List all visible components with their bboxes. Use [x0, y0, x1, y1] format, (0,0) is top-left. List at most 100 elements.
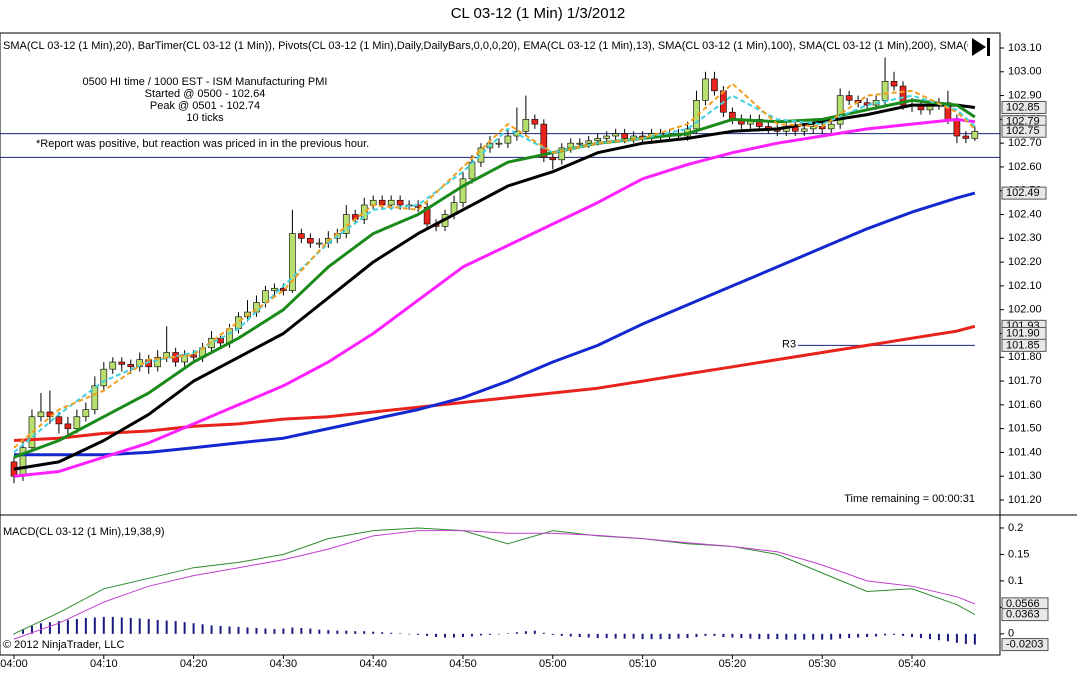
histogram-bar	[830, 633, 833, 640]
histogram-bar	[309, 628, 312, 634]
x-tick-label: 05:20	[719, 658, 747, 670]
histogram-bar	[372, 631, 375, 634]
histogram-bar	[354, 631, 357, 634]
indicator-line	[13, 82, 976, 449]
histogram-bar	[893, 633, 896, 635]
histogram-bar	[21, 629, 24, 634]
histogram-bar	[794, 633, 797, 640]
y-tick-label: 102.00	[1008, 304, 1042, 316]
histogram-bar	[488, 633, 491, 635]
histogram-bar	[964, 633, 967, 644]
y-tick-label: 101.70	[1008, 375, 1042, 387]
histogram-bar	[408, 633, 411, 635]
histogram-bar	[291, 627, 294, 634]
y-tick-label: 102.70	[1008, 137, 1042, 149]
histogram-bar	[695, 633, 698, 638]
x-tick-label: 04:10	[90, 658, 118, 670]
candle-body	[881, 80, 889, 101]
histogram-bar	[282, 628, 285, 634]
histogram-bar	[928, 633, 931, 640]
indicator-line	[14, 191, 976, 457]
x-tick-label: 04:50	[449, 658, 477, 670]
candle-body	[28, 416, 36, 448]
x-tick-label: 04:30	[270, 658, 298, 670]
histogram-bar	[381, 632, 384, 634]
histogram-bar	[174, 621, 177, 634]
histogram-bar	[273, 629, 276, 634]
candle-body	[800, 128, 808, 132]
candle-body	[962, 135, 970, 139]
candle-body	[307, 238, 314, 244]
histogram-bar	[30, 625, 33, 634]
candle-body	[576, 142, 584, 145]
histogram-bar	[551, 633, 554, 635]
candle-body	[37, 411, 45, 418]
candle-body	[504, 135, 512, 144]
y-tick-label: 102.10	[1008, 280, 1042, 292]
y-tick-label: 101.50	[1008, 423, 1042, 435]
price-marker	[1001, 338, 1047, 352]
histogram-bar	[812, 633, 815, 640]
price-marker	[1001, 186, 1047, 200]
candle-body	[118, 361, 126, 365]
candle-body	[836, 95, 844, 125]
histogram-bar	[704, 633, 707, 636]
histogram-bar	[677, 633, 680, 639]
histogram-bar	[749, 633, 752, 639]
candle-body	[55, 416, 63, 425]
x-tick-label: 04:40	[359, 658, 387, 670]
histogram-bar	[919, 633, 922, 639]
x-tick-label: 05:40	[898, 658, 926, 670]
histogram-bar	[165, 620, 168, 634]
histogram-bar	[426, 633, 429, 636]
candle-body	[809, 126, 817, 130]
bar-timer-icon	[972, 38, 990, 56]
histogram-bar	[57, 621, 60, 634]
histogram-bar	[560, 633, 563, 636]
candle-body	[890, 80, 898, 87]
histogram-bar	[183, 622, 186, 634]
histogram-bar	[866, 633, 869, 638]
histogram-bar	[228, 626, 231, 634]
histogram-bar	[902, 633, 905, 636]
histogram-bar	[129, 617, 132, 634]
candle-body	[594, 138, 602, 142]
candle-body	[612, 133, 619, 137]
histogram-bar	[93, 617, 96, 634]
histogram-bar	[803, 633, 806, 640]
histogram-bar	[479, 633, 482, 636]
y-tick-label: 103.10	[1008, 42, 1042, 54]
chart-title: CL 03-12 (1 Min) 1/3/2012	[451, 5, 626, 22]
note: *Report was positive, but reaction was p…	[36, 138, 369, 150]
candle-body	[82, 409, 90, 418]
histogram-bar	[884, 633, 887, 636]
histogram-bar	[515, 632, 518, 634]
candle-body	[558, 147, 566, 161]
candle-body	[702, 78, 709, 101]
histogram-bar	[219, 625, 222, 634]
y-tick-label: 101.30	[1008, 470, 1042, 482]
candle-body	[971, 130, 979, 139]
histogram-bar	[192, 623, 195, 634]
macd-label: MACD(CL 03-12 (1 Min),19,38,9)	[3, 526, 165, 538]
price-marker-label: 101.85	[1006, 339, 1040, 351]
candle-body	[899, 85, 907, 106]
histogram-bar	[713, 633, 716, 636]
annotation: Peak @ 0501 - 102.74	[150, 100, 260, 112]
histogram-bar	[955, 633, 958, 643]
price-marker-label: 102.75	[1006, 125, 1040, 137]
histogram-bar	[614, 633, 617, 639]
histogram-bar	[102, 616, 105, 634]
histogram-bar	[650, 633, 653, 640]
candle-body	[827, 123, 835, 130]
candle-body	[603, 135, 610, 139]
candle-body	[298, 233, 305, 239]
histogram-bar	[587, 633, 590, 638]
y-tick-label: 101.40	[1008, 446, 1042, 458]
x-tick-label: 05:30	[808, 658, 836, 670]
candle-body	[540, 123, 548, 158]
candle-body	[621, 133, 628, 139]
histogram-bar	[776, 633, 779, 640]
